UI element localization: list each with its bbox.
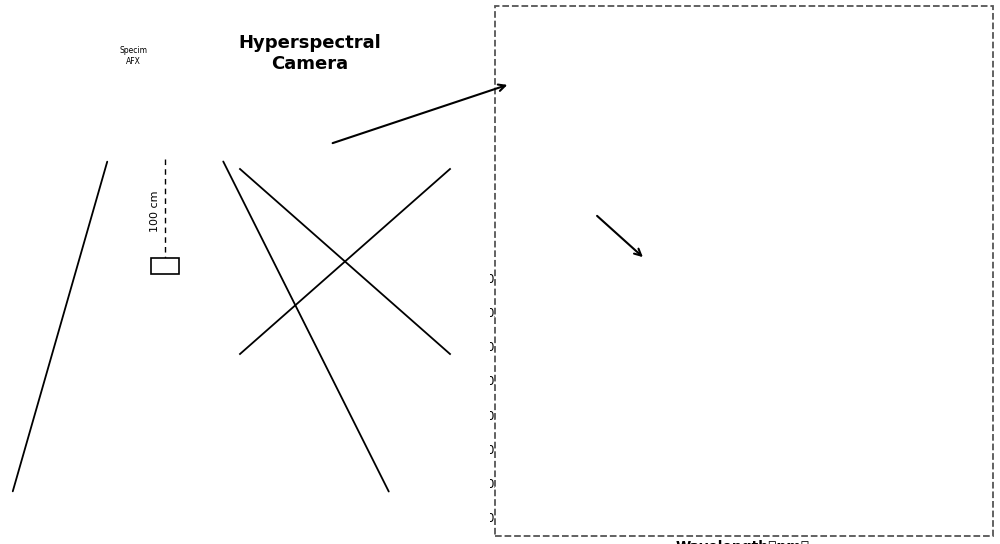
Y-axis label: Reflectance: Reflectance [467,348,481,430]
Corn 1 [566,428,578,435]
Corn 3 [771,326,783,332]
Bar [151,258,179,274]
Corn 3 [715,483,727,490]
Line: Corn 3: Corn 3 [510,294,944,492]
Line: Corn 2: Corn 2 [510,289,944,491]
Corn 3 [516,466,528,472]
Corn 3 [907,326,919,332]
Corn 2 [771,322,783,329]
Text: Hyperspectral
Camera: Hyperspectral Camera [239,34,381,73]
X-axis label: Wavelength（nm）: Wavelength（nm） [675,540,810,544]
Corn 3 [504,473,516,479]
Corn 1 [504,452,516,459]
Corn 2 [504,473,516,479]
Corn 2 [938,322,950,329]
Corn 1 [746,487,758,494]
Corn 1 [938,315,950,322]
Corn 1 [771,331,783,338]
Corn 1 [789,294,801,300]
Corn 2 [789,286,801,292]
Text: Specim
AFX: Specim AFX [119,46,147,66]
Legend: Corn 1, Corn 2, Corn 3: Corn 1, Corn 2, Corn 3 [878,379,964,440]
Corn 2 [715,482,727,489]
Corn 2 [926,322,938,329]
Line: Corn 1: Corn 1 [510,297,944,491]
Bar [0,0,490,544]
Corn 2 [516,466,528,472]
Corn 3 [938,326,950,332]
Corn 3 [789,290,801,297]
Corn 3 [566,428,578,434]
Corn 2 [746,488,758,494]
Corn 1 [516,446,528,452]
Corn 2 [907,322,919,329]
Corn 1 [907,317,919,324]
Bar [495,6,993,536]
Corn 2 [566,425,578,432]
Corn 1 [926,316,938,323]
Text: 100 cm: 100 cm [150,191,160,232]
Corn 3 [746,489,758,495]
Corn 3 [926,326,938,332]
Corn 1 [715,480,727,487]
